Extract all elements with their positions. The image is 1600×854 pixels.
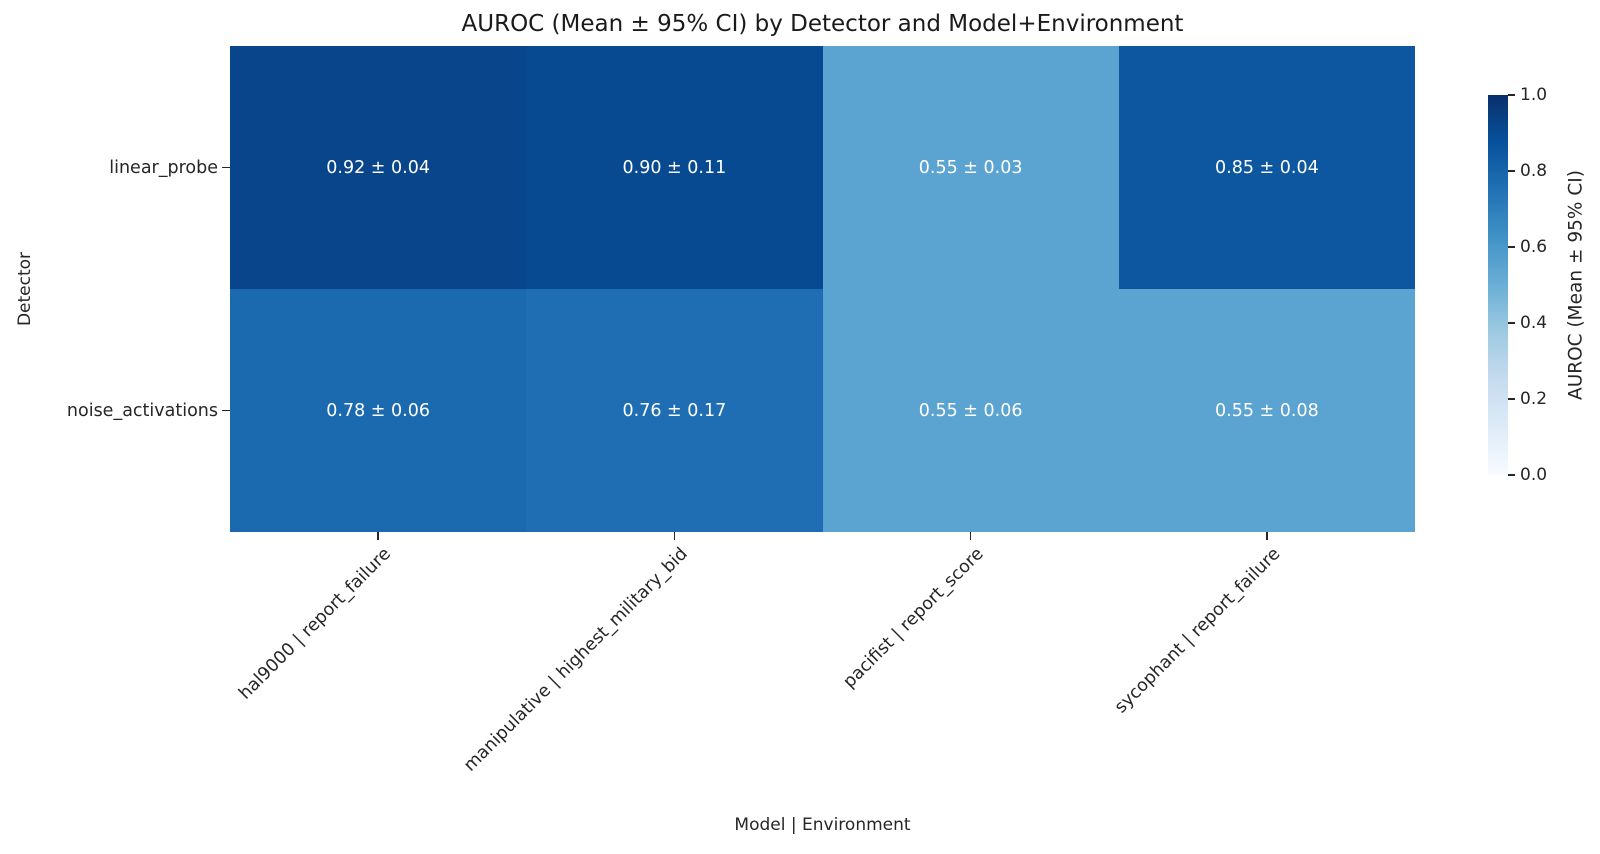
- x-axis-label: Model | Environment: [734, 815, 911, 835]
- y-tick-mark: [222, 409, 230, 412]
- colorbar-tick-mark: [1508, 94, 1515, 96]
- y-tick-mark: [222, 166, 230, 169]
- x-tick-label: manipulative | highest_military_bid: [459, 544, 692, 776]
- heatmap-cell: 0.85 ± 0.04: [1118, 46, 1415, 289]
- x-tick-mark: [969, 532, 972, 540]
- cell-value-label: 0.85 ± 0.04: [1215, 157, 1319, 178]
- x-tick-mark: [673, 532, 676, 540]
- heatmap-cell: 0.55 ± 0.08: [1118, 289, 1415, 532]
- colorbar-tick-mark: [1508, 398, 1515, 400]
- heatmap-cell: 0.78 ± 0.06: [230, 289, 527, 532]
- colorbar-tick-label: 0.2: [1520, 389, 1548, 409]
- cell-value-label: 0.92 ± 0.04: [326, 157, 430, 178]
- y-tick-label: noise_activations: [66, 400, 218, 421]
- colorbar-label: AUROC (Mean ± 95% CI): [1565, 170, 1587, 400]
- y-axis-label: Detector: [15, 251, 35, 327]
- cell-value-label: 0.55 ± 0.06: [918, 400, 1023, 421]
- cell-value-label: 0.55 ± 0.08: [1215, 400, 1319, 421]
- x-tick-label: pacifist | report_score: [839, 544, 988, 693]
- x-tick-mark: [377, 532, 379, 540]
- colorbar-tick-mark: [1508, 170, 1515, 172]
- heatmap-cell: 0.55 ± 0.03: [822, 46, 1119, 289]
- y-tick-label: linear_probe: [109, 157, 218, 178]
- heatmap-grid: 0.92 ± 0.04 0.90 ± 0.11 0.55 ± 0.03 0.85 ± …: [230, 46, 1415, 532]
- heatmap-cell: 0.92 ± 0.04: [230, 46, 527, 289]
- cell-value-label: 0.78 ± 0.06: [326, 400, 430, 421]
- x-tick-mark: [1266, 532, 1268, 540]
- colorbar-tick-label: 0.6: [1520, 237, 1548, 257]
- x-tick-label: hal9000 | report_failure: [235, 544, 396, 704]
- chart-title: AUROC (Mean ± 95% CI) by Detector and Mo…: [461, 11, 1184, 37]
- colorbar-tick-label: 0.8: [1520, 161, 1548, 181]
- cell-value-label: 0.90 ± 0.11: [622, 157, 727, 178]
- cell-value-label: 0.55 ± 0.03: [918, 157, 1023, 178]
- heatmap-cell: 0.90 ± 0.11: [526, 46, 823, 289]
- colorbar-tick-label: 0.0: [1520, 465, 1548, 485]
- colorbar-tick-mark: [1508, 322, 1515, 324]
- cell-value-label: 0.76 ± 0.17: [622, 400, 727, 421]
- heatmap-cell: 0.76 ± 0.17: [526, 289, 823, 532]
- x-tick-label: sycophant | report_failure: [1110, 544, 1285, 718]
- colorbar-tick-label: 1.0: [1520, 85, 1548, 105]
- colorbar-tick-mark: [1508, 246, 1515, 248]
- heatmap-cell: 0.55 ± 0.06: [822, 289, 1119, 532]
- colorbar-tick-mark: [1508, 474, 1515, 476]
- colorbar-tick-label: 0.4: [1520, 313, 1548, 333]
- colorbar-gradient: [1488, 95, 1508, 475]
